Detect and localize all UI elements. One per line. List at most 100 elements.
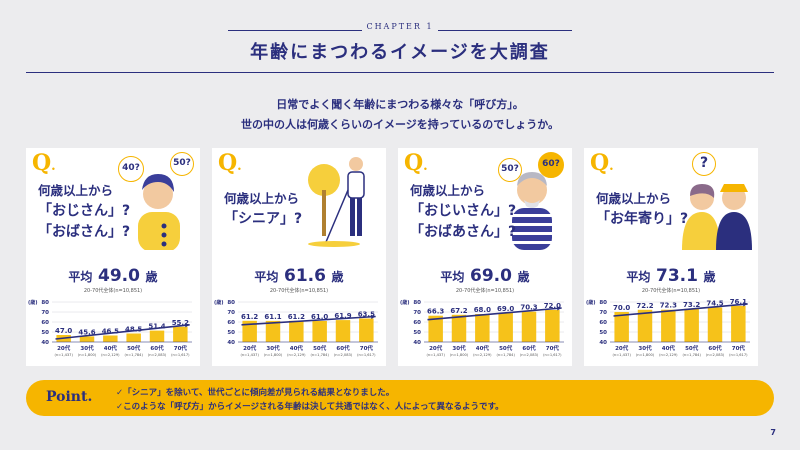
category-label: 60代 bbox=[708, 344, 722, 352]
person-illustration bbox=[682, 184, 752, 250]
bar-value-label: 69.0 bbox=[497, 305, 514, 313]
average-unit: 歳 bbox=[331, 270, 344, 284]
question-line: 「おじいさん」? bbox=[410, 203, 517, 219]
point-label: Point. bbox=[46, 389, 93, 405]
bar-value-label: 76.1 bbox=[730, 298, 747, 306]
question-line: 何歳以上から bbox=[38, 183, 114, 198]
category-label: 20代 bbox=[243, 344, 257, 352]
question-line: 何歳以上から bbox=[224, 191, 300, 206]
category-label: 20代 bbox=[429, 344, 443, 352]
question-card-4: Q.? 何歳以上から 「お年寄り」? 平均 73.1 歳 20-70代全体(n=10,8… bbox=[584, 148, 758, 366]
bar-value-label: 45.6 bbox=[78, 328, 95, 336]
y-tick-label: 70 bbox=[413, 310, 421, 316]
category-label: 70代 bbox=[174, 344, 188, 352]
bar-value-label: 61.2 bbox=[241, 313, 258, 321]
category-label: 40代 bbox=[290, 344, 304, 352]
bar bbox=[242, 320, 257, 342]
sample-note: 20-70代全体(n=10,851) bbox=[455, 288, 515, 294]
y-tick-label: 80 bbox=[41, 300, 49, 306]
intro-line-2: 世の中の人は何歳くらいのイメージを持っているのでしょうか。 bbox=[240, 118, 559, 131]
sample-size-label: (n=1,800) bbox=[450, 353, 469, 357]
bar-value-label: 61.2 bbox=[288, 313, 305, 321]
category-label: 50代 bbox=[685, 344, 699, 352]
trend-arrow bbox=[241, 315, 376, 326]
bar-value-label: 70.3 bbox=[520, 304, 537, 312]
bar bbox=[475, 314, 490, 342]
bar bbox=[126, 333, 141, 342]
sample-size-label: (n=1,437) bbox=[54, 353, 73, 357]
bar-value-label: 72.2 bbox=[636, 302, 653, 310]
bar-value-label: 72.0 bbox=[544, 302, 561, 310]
y-tick-label: 50 bbox=[413, 330, 421, 336]
category-label: 20代 bbox=[615, 344, 629, 352]
bar-value-label: 61.1 bbox=[264, 313, 281, 321]
bar-value-label: 51.4 bbox=[148, 323, 165, 331]
bar-value-label: 74.5 bbox=[706, 300, 723, 308]
page-title: 年齢にまつわるイメージを大調査 bbox=[250, 42, 550, 63]
average-num: 49.0 bbox=[98, 266, 140, 286]
sample-note: 20-70代全体(n=10,851) bbox=[83, 288, 143, 294]
sample-size-label: (n=2,083) bbox=[520, 353, 539, 357]
y-tick-label: 80 bbox=[599, 300, 607, 306]
y-tick-label: 40 bbox=[41, 340, 49, 346]
bar bbox=[614, 312, 629, 342]
category-label: 50代 bbox=[499, 344, 513, 352]
bar-value-label: 73.2 bbox=[683, 301, 700, 309]
speech-bubble: 60? bbox=[538, 152, 564, 178]
age-bar-chart: (歳)405060708066.320代(n=1,437)67.230代(n=1… bbox=[400, 299, 564, 357]
average-num: 69.0 bbox=[470, 266, 512, 286]
y-tick-label: 60 bbox=[41, 320, 49, 326]
question-line: 「おじさん」? bbox=[38, 203, 131, 219]
y-tick-label: 50 bbox=[599, 330, 607, 336]
y-axis-label: (歳) bbox=[28, 299, 38, 306]
average-lab: 平均 bbox=[440, 270, 465, 284]
sample-size-label: (n=1,800) bbox=[636, 353, 655, 357]
average-lab: 平均 bbox=[68, 270, 93, 284]
speech-bubble: 50? bbox=[498, 158, 522, 182]
trend-arrow bbox=[613, 303, 748, 317]
question-card-1: Q. 40? 50? 何歳以上から 「おじさん」? 「おばさん」? 平均 49.0 歳 20-… bbox=[26, 148, 200, 366]
bar-value-label: 61.9 bbox=[334, 312, 351, 320]
sample-size-label: (n=1,800) bbox=[78, 353, 97, 357]
sample-size-label: (n=1,784) bbox=[310, 353, 329, 357]
trend-arrow-head bbox=[184, 323, 190, 328]
category-label: 40代 bbox=[476, 344, 490, 352]
sample-size-label: (n=1,800) bbox=[264, 353, 283, 357]
bar bbox=[661, 309, 676, 342]
average-num: 73.1 bbox=[656, 266, 698, 286]
speech-bubble: ? bbox=[692, 152, 716, 176]
bar-value-label: 63.5 bbox=[358, 311, 375, 319]
bar bbox=[149, 330, 165, 342]
q-mark-text: Q bbox=[404, 150, 424, 176]
header-rule-left bbox=[228, 30, 362, 31]
trend-arrow bbox=[55, 324, 190, 340]
y-tick-label: 40 bbox=[227, 340, 235, 346]
page-number: 7 bbox=[770, 428, 776, 437]
average-num: 61.6 bbox=[284, 266, 326, 286]
bar-value-label: 72.3 bbox=[660, 302, 677, 310]
trend-arrow bbox=[427, 307, 562, 321]
speech-bubble: 50? bbox=[170, 152, 194, 176]
y-tick-label: 70 bbox=[41, 310, 49, 316]
category-label: 30代 bbox=[266, 344, 280, 352]
q-mark-text: Q bbox=[218, 150, 238, 176]
q-mark: Q. bbox=[404, 150, 428, 176]
sample-size-label: (n=2,129) bbox=[473, 353, 492, 357]
bar bbox=[359, 318, 374, 342]
sample-size-label: (n=1,617) bbox=[357, 353, 376, 357]
bar bbox=[545, 310, 560, 342]
q-mark-text: Q bbox=[32, 150, 52, 176]
average-age: 平均 69.0 歳 bbox=[398, 266, 572, 286]
q-mark-text: Q bbox=[590, 150, 610, 176]
sample-size-label: (n=1,437) bbox=[426, 353, 445, 357]
person-illustration bbox=[512, 172, 552, 250]
sample-size-label: (n=1,784) bbox=[496, 353, 515, 357]
question-line: 「お年寄り」? bbox=[596, 211, 689, 227]
y-tick-label: 60 bbox=[413, 320, 421, 326]
sample-note: 20-70代全体(n=10,851) bbox=[269, 288, 329, 294]
bar bbox=[521, 311, 537, 342]
bar bbox=[707, 307, 723, 342]
bar-value-label: 66.3 bbox=[427, 308, 444, 316]
category-label: 20代 bbox=[57, 344, 71, 352]
